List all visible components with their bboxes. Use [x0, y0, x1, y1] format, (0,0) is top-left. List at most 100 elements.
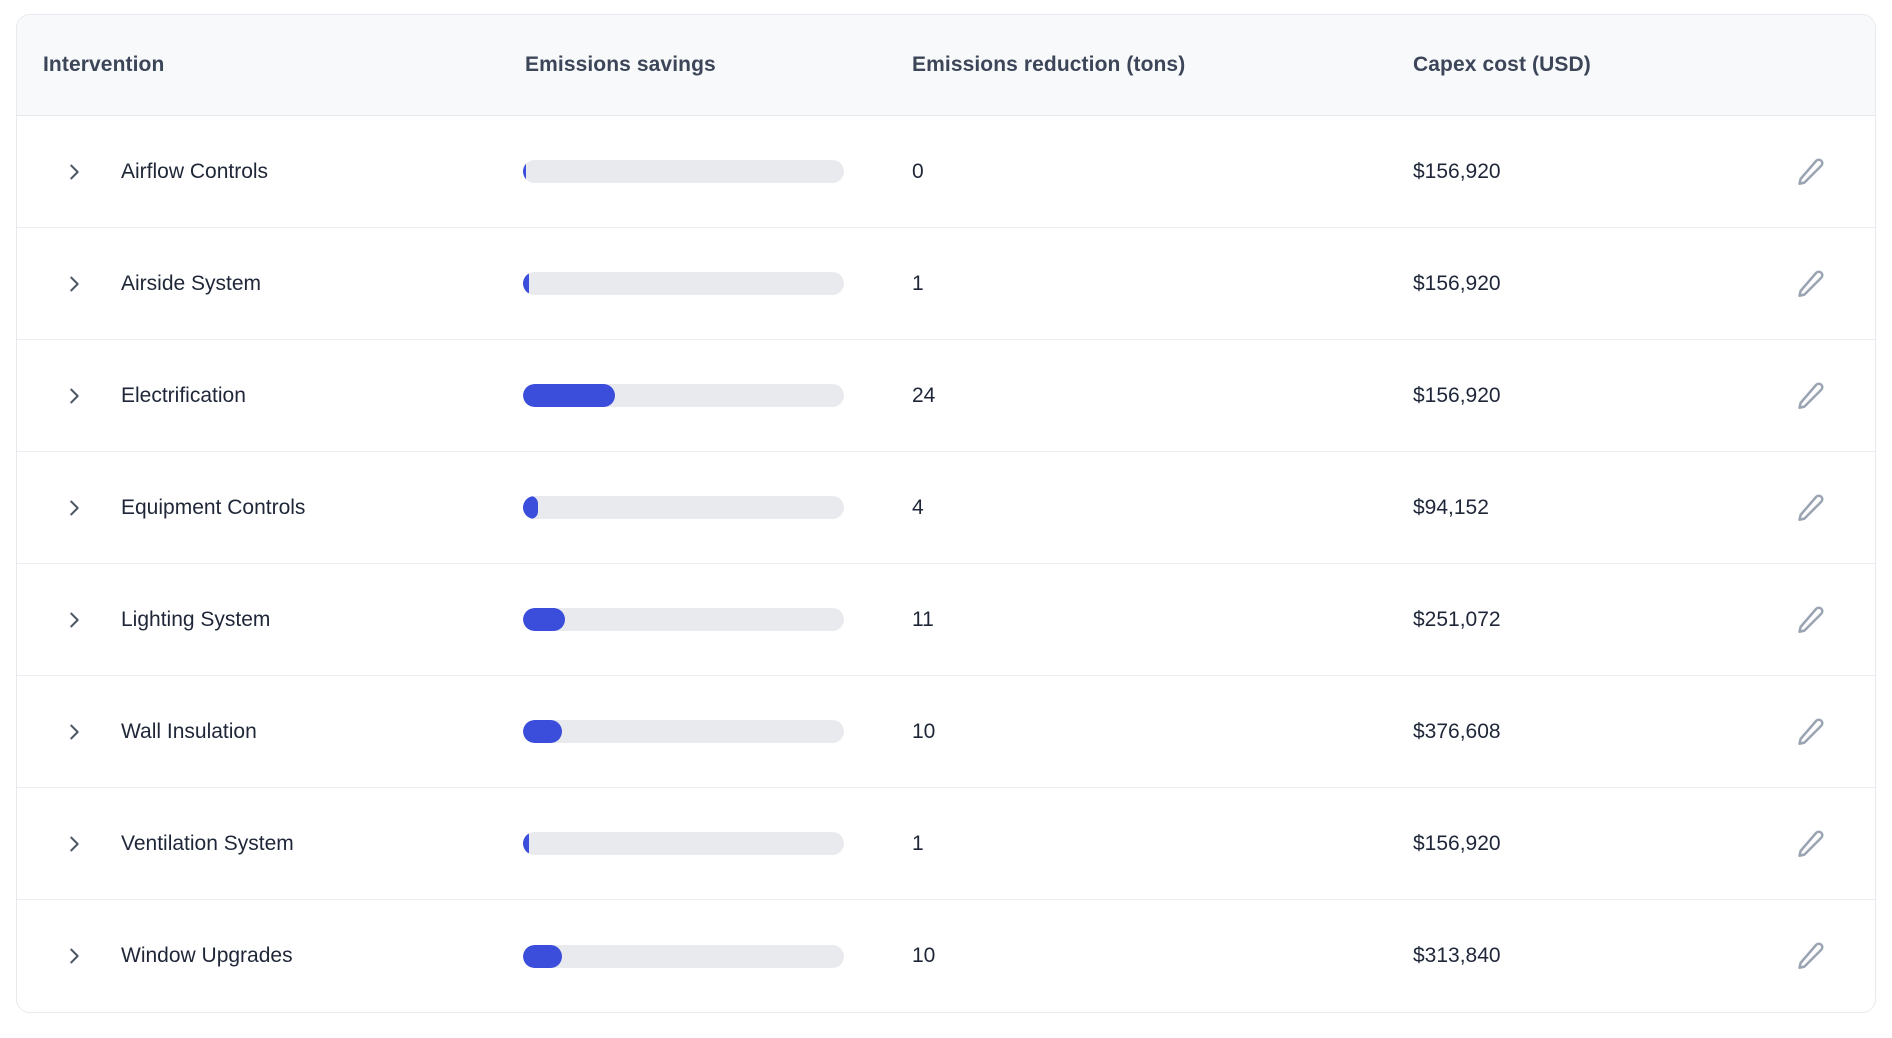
actions-cell — [1745, 602, 1875, 638]
actions-cell — [1745, 266, 1875, 302]
emissions-savings-bar-track — [523, 608, 844, 631]
emissions-savings-cell — [523, 720, 904, 743]
chevron-right-icon — [63, 497, 85, 519]
expand-row-button[interactable] — [63, 385, 85, 407]
edit-row-button[interactable] — [1792, 714, 1828, 750]
capex-cost-value: $156,920 — [1413, 159, 1501, 183]
column-header-emissions-reduction: Emissions reduction (tons) — [912, 53, 1186, 76]
table-row: Airflow Controls 0 $156,920 — [17, 116, 1875, 228]
emissions-savings-bar-fill — [523, 944, 563, 968]
emissions-savings-bar-track — [523, 272, 844, 295]
chevron-right-icon — [63, 273, 85, 295]
emissions-reduction-value: 11 — [912, 607, 934, 631]
chevron-right-icon — [63, 833, 85, 855]
capex-cost-value: $156,920 — [1413, 383, 1501, 407]
edit-row-button[interactable] — [1792, 378, 1828, 414]
intervention-name: Wall Insulation — [121, 719, 257, 743]
pencil-icon — [1795, 269, 1825, 299]
table-row: Equipment Controls 4 $94,152 — [17, 452, 1875, 564]
capex-cost-value: $313,840 — [1413, 944, 1501, 967]
expand-row-button[interactable] — [63, 497, 85, 519]
emissions-savings-bar-fill — [523, 272, 530, 295]
expand-row-button[interactable] — [63, 945, 85, 967]
intervention-name: Airflow Controls — [121, 159, 269, 183]
edit-row-button[interactable] — [1792, 266, 1828, 302]
capex-cost-value: $251,072 — [1413, 607, 1501, 631]
actions-cell — [1745, 826, 1875, 862]
table-row: Lighting System 11 $251,072 — [17, 564, 1875, 676]
chevron-right-icon — [63, 161, 85, 183]
edit-row-button[interactable] — [1792, 154, 1828, 190]
table-row: Airside System 1 $156,920 — [17, 228, 1875, 340]
emissions-savings-bar-fill — [523, 384, 615, 407]
expand-row-button[interactable] — [63, 721, 85, 743]
expand-row-button[interactable] — [63, 161, 85, 183]
emissions-savings-bar-track — [523, 384, 844, 407]
emissions-reduction-value: 1 — [912, 271, 924, 295]
intervention-name: Electrification — [121, 383, 246, 407]
chevron-right-icon — [63, 385, 85, 407]
table-row: Electrification 24 $156,920 — [17, 340, 1875, 452]
column-header-capex-cost: Capex cost (USD) — [1413, 53, 1591, 76]
actions-cell — [1745, 154, 1875, 190]
pencil-icon — [1795, 381, 1825, 411]
table-header-row: Intervention Emissions savings Emissions… — [17, 15, 1875, 116]
chevron-right-icon — [63, 945, 85, 967]
emissions-savings-bar-fill — [523, 496, 539, 519]
emissions-savings-bar-fill — [523, 720, 563, 743]
pencil-icon — [1795, 157, 1825, 187]
table-body: Airflow Controls 0 $156,920 — [17, 116, 1875, 1012]
intervention-name: Ventilation System — [121, 831, 294, 855]
table-row: Ventilation System 1 $156,920 — [17, 788, 1875, 900]
table-row: Wall Insulation 10 $376,608 — [17, 676, 1875, 788]
edit-row-button[interactable] — [1792, 602, 1828, 638]
emissions-savings-cell — [523, 944, 904, 968]
intervention-name: Window Upgrades — [121, 944, 293, 967]
expand-row-button[interactable] — [63, 609, 85, 631]
chevron-right-icon — [63, 609, 85, 631]
actions-cell — [1745, 378, 1875, 414]
emissions-savings-bar-track — [523, 832, 844, 855]
emissions-reduction-value: 0 — [912, 159, 924, 183]
capex-cost-value: $156,920 — [1413, 271, 1501, 295]
actions-cell — [1745, 490, 1875, 526]
intervention-cell: Airside System — [17, 272, 523, 296]
expand-row-button[interactable] — [63, 273, 85, 295]
actions-cell — [1745, 714, 1875, 750]
expand-row-button[interactable] — [63, 833, 85, 855]
emissions-savings-cell — [523, 608, 904, 631]
pencil-icon — [1795, 717, 1825, 747]
emissions-reduction-value: 10 — [912, 944, 936, 967]
capex-cost-value: $156,920 — [1413, 831, 1501, 855]
emissions-reduction-value: 1 — [912, 831, 924, 855]
emissions-savings-bar-track — [523, 496, 844, 519]
emissions-savings-bar-fill — [523, 160, 526, 183]
intervention-cell: Window Upgrades — [17, 944, 523, 968]
emissions-savings-cell — [523, 496, 904, 519]
intervention-cell: Lighting System — [17, 608, 523, 632]
emissions-savings-cell — [523, 160, 904, 183]
pencil-icon — [1795, 493, 1825, 523]
chevron-right-icon — [63, 721, 85, 743]
emissions-savings-bar-fill — [523, 608, 566, 631]
emissions-savings-cell — [523, 384, 904, 407]
edit-row-button[interactable] — [1792, 490, 1828, 526]
edit-row-button[interactable] — [1792, 826, 1828, 862]
emissions-reduction-value: 24 — [912, 383, 936, 407]
emissions-savings-bar-track — [523, 720, 844, 743]
emissions-reduction-value: 10 — [912, 719, 936, 743]
capex-cost-value: $376,608 — [1413, 719, 1501, 743]
intervention-name: Equipment Controls — [121, 495, 306, 519]
column-header-intervention: Intervention — [43, 53, 165, 76]
pencil-icon — [1795, 829, 1825, 859]
intervention-name: Airside System — [121, 271, 262, 295]
capex-cost-value: $94,152 — [1413, 495, 1489, 519]
interventions-table-card: Intervention Emissions savings Emissions… — [16, 14, 1876, 1013]
emissions-savings-cell — [523, 272, 904, 295]
column-header-emissions-savings: Emissions savings — [525, 53, 716, 76]
emissions-savings-cell — [523, 832, 904, 855]
actions-cell — [1745, 938, 1875, 974]
pencil-icon — [1795, 941, 1825, 971]
intervention-cell: Wall Insulation — [17, 720, 523, 744]
edit-row-button[interactable] — [1792, 938, 1828, 974]
